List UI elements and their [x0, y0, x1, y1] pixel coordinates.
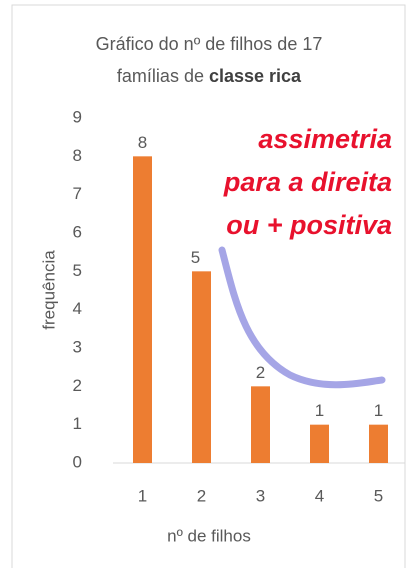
value-label: 5: [191, 248, 200, 267]
x-tick-label: 3: [256, 486, 265, 505]
annotation: assimetria: [258, 124, 392, 154]
bar: [369, 424, 388, 463]
value-label: 1: [315, 401, 324, 420]
bar: [251, 386, 270, 463]
annotation: ou + positiva: [226, 210, 392, 240]
y-tick-label: 7: [73, 184, 82, 203]
value-label: 2: [256, 363, 265, 382]
value-label: 1: [374, 401, 383, 420]
y-tick-label: 3: [73, 337, 82, 356]
y-tick-label: 8: [73, 146, 82, 165]
x-tick-label: 2: [197, 486, 206, 505]
bar: [192, 271, 211, 463]
y-tick-label: 5: [73, 261, 82, 280]
x-tick-label: 1: [138, 486, 147, 505]
annotation: para a direita: [223, 167, 392, 197]
chart-title-part: famílias de: [117, 66, 204, 86]
x-tick-label: 4: [315, 486, 324, 505]
y-tick-label: 0: [73, 452, 82, 471]
y-tick-label: 6: [73, 222, 82, 241]
chart-title: famílias de classe rica: [117, 66, 302, 86]
y-axis-label: frequência: [39, 250, 58, 330]
value-label: 8: [138, 133, 147, 152]
chart-title: Gráfico do nº de filhos de 17: [96, 34, 323, 54]
y-tick-label: 4: [73, 299, 82, 318]
y-tick-label: 9: [73, 107, 82, 126]
x-axis-label: nº de filhos: [167, 526, 251, 545]
y-tick-label: 1: [73, 414, 82, 433]
hand-drawn-curve: [218, 246, 386, 389]
chart-title-bold: classe rica: [209, 66, 302, 86]
bar: [310, 424, 329, 463]
x-tick-label: 5: [374, 486, 383, 505]
bar: [133, 156, 152, 464]
y-tick-label: 2: [73, 376, 82, 395]
